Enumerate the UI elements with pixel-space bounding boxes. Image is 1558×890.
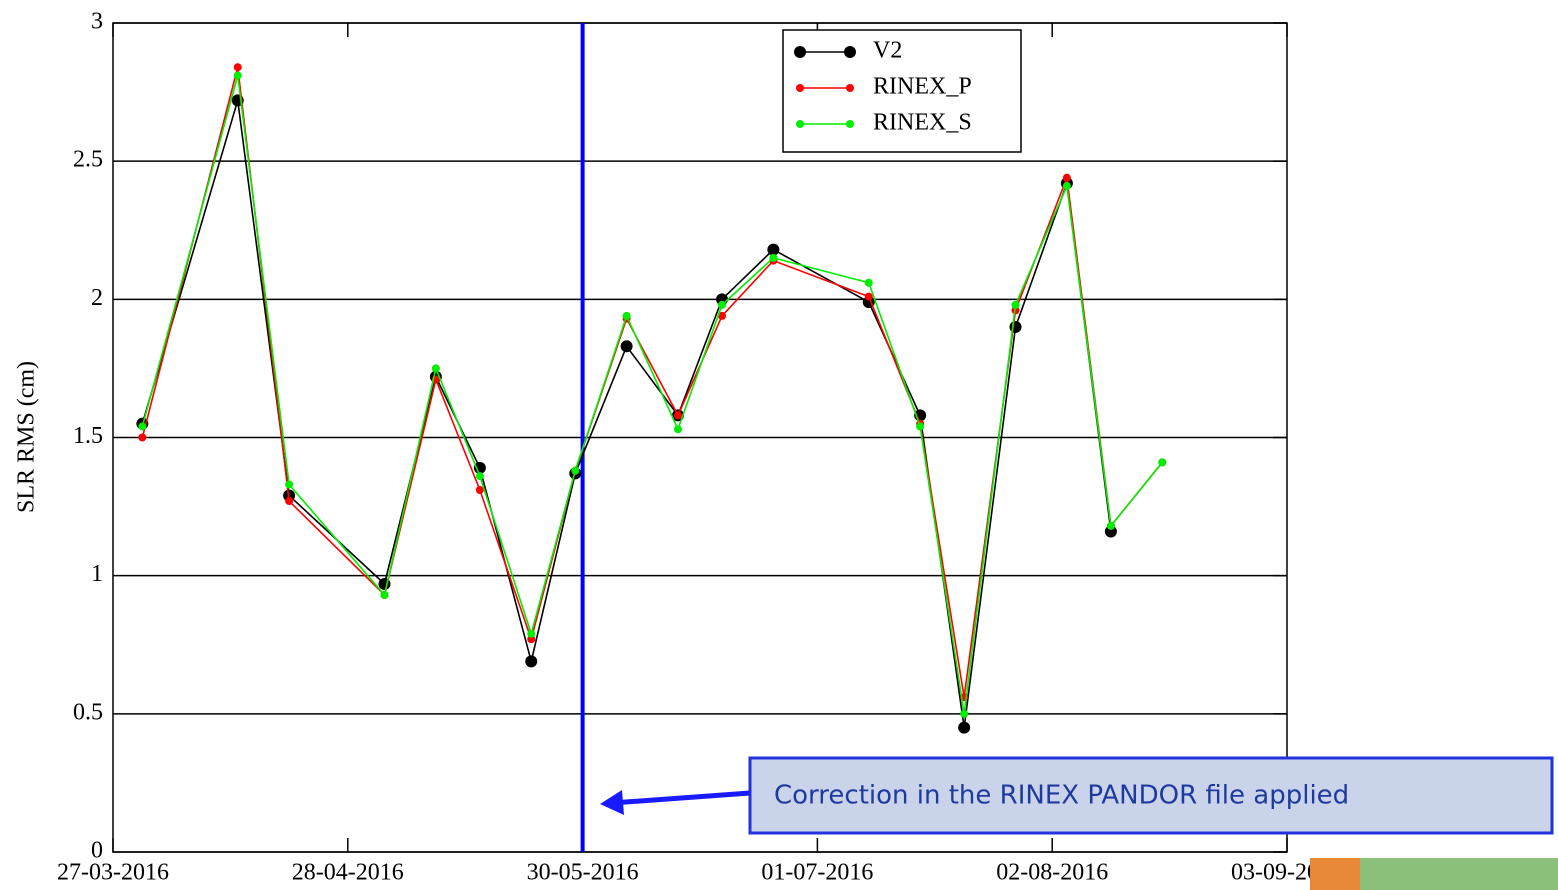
annotation-box [748, 756, 1554, 835]
legend-marker [844, 46, 856, 58]
data-point [138, 422, 147, 431]
data-point [916, 422, 925, 431]
data-point [380, 591, 389, 600]
data-point [958, 721, 971, 734]
data-point [233, 71, 242, 80]
x-tick-label: 30-05-2016 [527, 860, 639, 886]
y-tick-label: 2.5 [73, 147, 103, 173]
legend-marker [796, 120, 804, 128]
series-line [141, 100, 1112, 728]
legend-label: RINEX_S [873, 110, 972, 136]
plot-frame [112, 22, 1288, 853]
data-point [475, 472, 484, 481]
y-tick-label: 0.5 [73, 699, 103, 725]
legend-marker [846, 84, 854, 92]
legend-marker [794, 46, 806, 58]
data-point [525, 655, 538, 668]
annotation-arrow [611, 790, 751, 806]
data-point [527, 635, 536, 644]
data-point [767, 243, 780, 256]
data-point [673, 411, 682, 420]
data-point [233, 63, 242, 72]
data-point [673, 425, 682, 434]
data-point [1062, 173, 1071, 182]
data-point [960, 709, 969, 718]
x-tick-label: 01-07-2016 [761, 860, 873, 886]
data-point [622, 311, 631, 320]
legend-label: RINEX_P [873, 74, 972, 100]
x-tick-label: 27-03-2016 [57, 860, 169, 886]
corner-decoration [1310, 858, 1360, 890]
y-tick-label: 1.5 [73, 423, 103, 449]
data-point [1011, 300, 1020, 309]
data-point [527, 629, 536, 638]
data-point [864, 292, 873, 301]
data-point [718, 311, 727, 320]
data-point [1106, 521, 1115, 530]
annotation: Correction in the RINEX PANDOR file appl… [774, 781, 1349, 811]
legend-marker [846, 120, 854, 128]
data-point [285, 497, 294, 506]
data-point [138, 433, 147, 442]
data-point [475, 486, 484, 495]
annotation-arrowhead [600, 790, 624, 815]
data-point [1158, 458, 1167, 467]
data-point [718, 300, 727, 309]
data-point [620, 340, 633, 353]
x-tick-label: 28-04-2016 [292, 860, 404, 886]
data-point [1009, 320, 1022, 333]
legend-marker [796, 84, 804, 92]
legend-label: V2 [873, 38, 902, 64]
y-tick-label: 0 [91, 838, 103, 864]
y-axis-label: SLR RMS (cm) [14, 361, 40, 513]
data-point [571, 466, 580, 475]
x-tick-label: 02-08-2016 [996, 860, 1108, 886]
y-tick-label: 3 [91, 9, 103, 35]
data-point [769, 253, 778, 262]
data-point [864, 278, 873, 287]
data-point [1062, 182, 1071, 191]
y-tick-label: 2 [91, 285, 103, 311]
series-line [141, 75, 1163, 714]
data-point [431, 364, 440, 373]
legend-box [782, 29, 1022, 153]
y-tick-label: 1 [91, 561, 103, 587]
data-point [285, 480, 294, 489]
